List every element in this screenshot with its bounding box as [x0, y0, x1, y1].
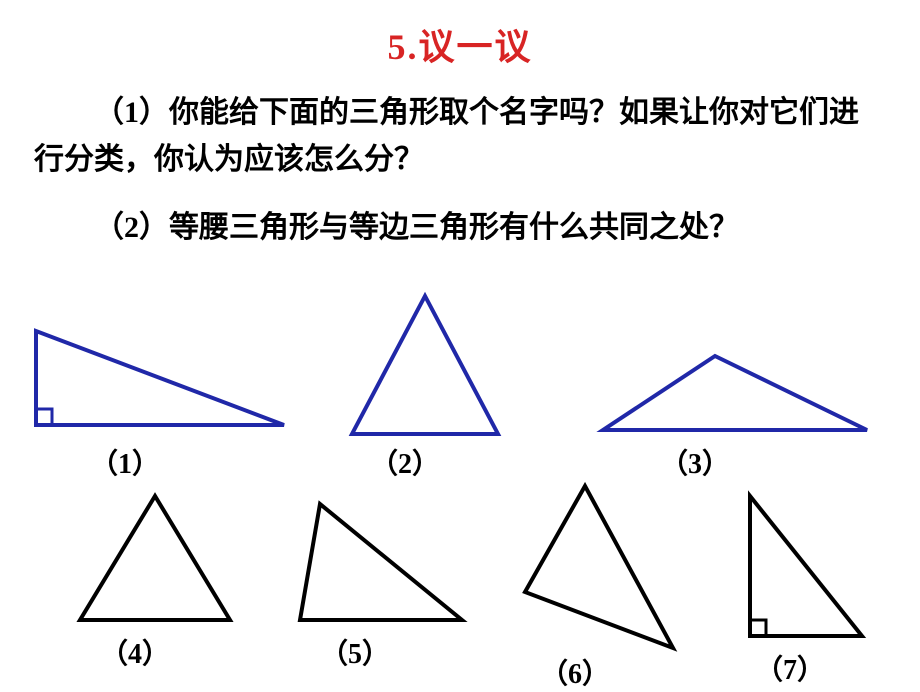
triangle-t4 — [70, 490, 240, 630]
triangle-t6 — [515, 480, 685, 655]
section-title: 5.议一议 — [0, 0, 920, 70]
triangle-t7 — [730, 490, 870, 645]
triangle-label-t6: （6） — [540, 652, 610, 692]
triangle-label-t7: （7） — [755, 648, 825, 688]
triangle-t2 — [340, 290, 510, 440]
triangle-label-t2: （2） — [370, 442, 440, 482]
triangle-row-1: （1）（2）（3） — [0, 290, 920, 470]
question-2: （2）等腰三角形与等边三角形有什么共同之处？ — [0, 183, 920, 252]
triangle-t1 — [30, 325, 290, 440]
triangle-label-t5: （5） — [320, 632, 390, 672]
question-1-text: （1）你能给下面的三角形取个名字吗？如果让你对它们进行分类，你认为应该怎么分？ — [34, 96, 859, 176]
triangle-t5 — [290, 490, 470, 630]
triangle-row-2: （4）（5）（6）（7） — [0, 490, 920, 680]
triangle-label-t1: （1） — [90, 442, 160, 482]
triangle-label-t4: （4） — [100, 632, 170, 672]
triangle-label-t3: （3） — [660, 442, 730, 482]
question-1: （1）你能给下面的三角形取个名字吗？如果让你对它们进行分类，你认为应该怎么分？ — [0, 70, 920, 183]
triangle-t3 — [595, 350, 875, 440]
question-2-text: （2）等腰三角形与等边三角形有什么共同之处？ — [94, 211, 739, 244]
